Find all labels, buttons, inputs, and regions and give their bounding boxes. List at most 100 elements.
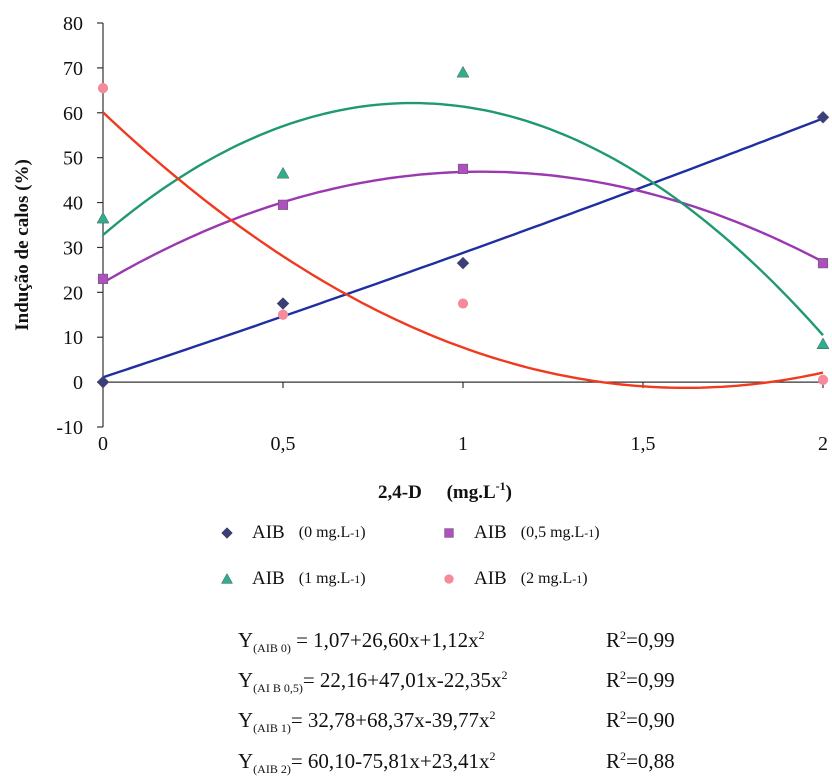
data-point-series-2 (816, 337, 830, 350)
equation-y: Y (238, 748, 254, 773)
equation-exponent: 2 (501, 668, 508, 683)
r-squared-value: =0,88 (626, 748, 675, 773)
x-axis-title-unit: (mg.L (447, 482, 496, 503)
r-squared: R2=0,99 (606, 662, 675, 702)
r-squared: R2=0,99 (606, 622, 675, 662)
data-point-series-1 (277, 199, 289, 210)
equation-subscript: (AIB 0) (253, 641, 291, 656)
r-squared: R2=0,90 (606, 702, 675, 742)
legend-item: AIB (2 mg.L -1) (442, 568, 588, 590)
equation-row: Y(AIB 2)= 60,10-75,81x+23,41x2 R2=0,88 (238, 743, 675, 783)
y-tick-label: 20 (63, 282, 83, 304)
legend-label-unit: (0,5 mg.L (520, 524, 585, 541)
legend-marker-icon (221, 527, 233, 539)
r-squared-exponent: 2 (620, 708, 627, 723)
equation-exponent: 2 (478, 628, 485, 642)
data-point-series-0 (816, 110, 830, 124)
legend-item: AIB (0,5 mg.L -1) (442, 522, 600, 544)
y-tick-label: -10 (56, 417, 83, 439)
equation-rhs: = 1,07+26,60x+1,12x (290, 628, 479, 652)
r-squared-value: =0,99 (626, 628, 675, 652)
x-axis-title-sup: -1 (496, 479, 506, 493)
regression-equations: Y(AIB 0) = 1,07+26,60x+1,12x2 R2=0,99 Y(AI… (238, 622, 675, 783)
legend-label-end: ) (594, 524, 600, 541)
r-squared-r: R (606, 628, 621, 652)
x-axis-title-main: 2,4-D (378, 482, 422, 503)
equation-exponent: 2 (489, 748, 496, 763)
legend-marker (444, 574, 454, 584)
y-tick-label: 70 (63, 58, 83, 80)
legend-label-end: ) (582, 570, 588, 587)
equation-text: Y(AIB 2)= 60,10-75,81x+23,41x2 (238, 743, 606, 783)
data-point-series-3 (817, 374, 829, 385)
r-squared-value: =0,90 (626, 708, 675, 733)
y-tick-label: 40 (63, 193, 83, 215)
legend-label-sup: -1 (584, 525, 595, 540)
data-point-series-1 (457, 163, 469, 174)
legend-marker (221, 572, 233, 584)
x-tick-label: 2 (818, 433, 828, 455)
y-tick-label: 0 (73, 372, 83, 394)
data-point-series-0 (276, 297, 290, 310)
equation-text: Y(AIB 1)= 32,78+68,37x-39,77x2 (238, 702, 606, 742)
legend-label-main: AIB (252, 568, 285, 589)
data-point-series-1 (817, 258, 829, 269)
data-point-series-1 (97, 273, 109, 284)
legend-label-main: AIB (474, 522, 507, 543)
x-tick-label: 0 (98, 433, 108, 455)
equation-row: Y(AIB 1)= 32,78+68,37x-39,77x2 R2=0,90 (238, 702, 675, 742)
legend-marker-icon (444, 528, 454, 538)
data-point-series-2 (456, 65, 470, 78)
equation-y: Y (238, 708, 254, 733)
x-tick-label: 0,5 (271, 433, 296, 455)
legend-marker (444, 528, 454, 538)
data-point-series-2 (276, 166, 290, 179)
r-squared-exponent: 2 (620, 628, 627, 642)
y-tick-label: 30 (63, 237, 83, 259)
equation-text: Y(AIB 0) = 1,07+26,60x+1,12x2 (238, 622, 606, 662)
legend-label-sup: -1 (350, 571, 361, 586)
equation-rhs: = 60,10-75,81x+23,41x (290, 748, 490, 773)
legend-marker-icon (221, 572, 233, 584)
legend-marker (221, 527, 233, 539)
x-tick-label: 1,5 (631, 433, 656, 455)
legend-label-end: ) (360, 570, 366, 587)
equation-rhs: = 32,78+68,37x-39,77x (290, 708, 490, 733)
axes: 80 70 60 50 40 30 20 10 0 -10 0 0,5 1 1,5 2 (56, 13, 828, 455)
legend-label-unit: (2 mg.L (520, 570, 573, 587)
data-points (96, 65, 830, 389)
data-point-series-0 (456, 256, 470, 270)
y-tick-label: 50 (63, 148, 83, 170)
data-point-series-2 (96, 211, 110, 224)
trend-line-series-2 (102, 101, 824, 337)
equation-y: Y (238, 668, 254, 693)
legend-label-main: AIB (252, 522, 285, 543)
legend-label-sup: -1 (572, 571, 583, 586)
r-squared-r: R (606, 668, 621, 693)
equation-subscript: (AIB 1) (253, 721, 291, 736)
legend-label-main: AIB (474, 568, 507, 589)
equation-exponent: 2 (489, 708, 496, 723)
legend-label-unit: (0 mg.L (298, 524, 351, 541)
trend-lines (102, 101, 824, 389)
legend-label-end: ) (360, 524, 366, 541)
equation-rhs: = 22,16+47,01x-22,35x (302, 668, 502, 693)
r-squared-value: =0,99 (626, 668, 675, 693)
r-squared-exponent: 2 (620, 668, 627, 683)
y-tick-label: 80 (63, 13, 83, 35)
x-axis-title: 2,4-D (mg.L-1) (378, 479, 512, 503)
y-axis-title: Indução de calos (%) (12, 159, 33, 331)
r-squared: R2=0,88 (606, 743, 675, 783)
chart-svg: 80 70 60 50 40 30 20 10 0 -10 0 0,5 1 1,5 2 Indução de… (12, 13, 830, 503)
legend-item: AIB (0 mg.L -1) (220, 522, 366, 544)
data-point-series-3 (277, 309, 289, 320)
legend-label-unit: (1 mg.L (298, 570, 351, 587)
equation-text: Y(AI B 0,5)= 22,16+47,01x-22,35x2 (238, 662, 606, 702)
data-point-series-3 (457, 298, 469, 309)
trend-line-series-0 (102, 117, 824, 379)
legend-item: AIB (1 mg.L -1) (220, 568, 366, 590)
data-point-series-0 (96, 375, 110, 389)
x-tick-label: 1 (458, 433, 468, 455)
r-squared-r: R (606, 748, 621, 773)
equation-row: Y(AI B 0,5)= 22,16+47,01x-22,35x2 R2=0,99 (238, 662, 675, 702)
